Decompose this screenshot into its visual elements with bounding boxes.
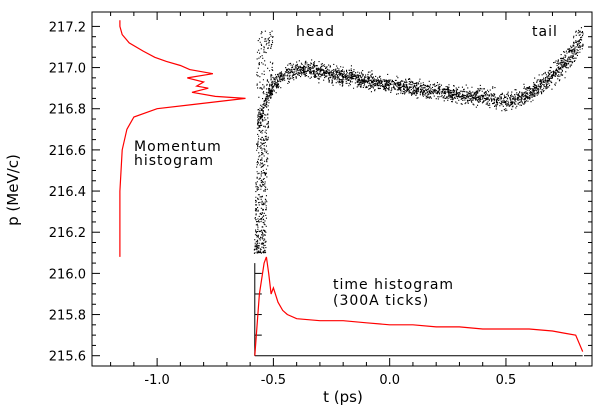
time-histogram-line [254,256,584,356]
momentum-label-line2: histogram [134,153,214,169]
y-tick-label: 216.6 [49,144,86,159]
y-axis-title: p (MeV/c) [4,154,22,226]
x-axis-ticks: -1.0 -0.5 0.0 0.5 [110,12,577,388]
phase-space-points [253,27,584,254]
time-histogram-label-line2: (300A ticks) [333,293,429,309]
tail-label: tail [532,24,558,40]
axes: -1.0 -0.5 0.0 0.5 215.6 215.8 216.0 216.2 216.4… [49,11,593,388]
momentum-label-line1: Momentum [134,139,222,155]
histograms [119,20,584,357]
momentum-histogram-line [119,20,246,257]
x-tick-label: -1.0 [144,373,169,388]
y-tick-label: 215.8 [49,309,86,324]
head-label: head [296,24,335,40]
y-tick-label: 217.0 [49,62,86,77]
x-tick-label: 0.0 [379,373,400,388]
y-tick-label: 216.4 [49,185,86,200]
y-axis-ticks: 215.6 215.8 216.0 216.2 216.4 216.6 216.8 217.0… [49,20,592,365]
y-tick-label: 215.6 [49,350,86,365]
y-tick-label: 217.2 [49,20,86,35]
y-tick-label: 216.0 [49,267,86,282]
x-tick-label: 0.5 [496,373,517,388]
time-histogram-label-line1: time histogram [333,277,454,293]
phase-space-scatter [253,27,584,254]
y-tick-label: 216.2 [49,226,86,241]
x-tick-label: -0.5 [261,373,286,388]
x-axis-title: t (ps) [323,388,363,406]
y-tick-label: 216.8 [49,103,86,118]
plot-frame [91,11,593,367]
